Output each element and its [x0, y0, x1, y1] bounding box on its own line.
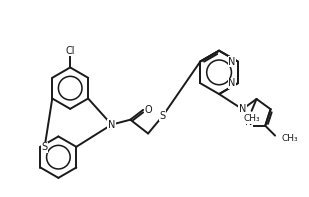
Text: O: O [144, 105, 152, 115]
Text: Cl: Cl [66, 46, 75, 56]
Text: N: N [108, 120, 115, 130]
Text: N: N [228, 78, 236, 88]
Text: N: N [245, 117, 252, 127]
Text: CH₃: CH₃ [282, 134, 298, 143]
Text: CH₃: CH₃ [243, 114, 260, 123]
Text: N: N [228, 57, 236, 67]
Text: N: N [239, 104, 246, 114]
Text: S: S [41, 142, 48, 152]
Text: S: S [160, 111, 166, 121]
